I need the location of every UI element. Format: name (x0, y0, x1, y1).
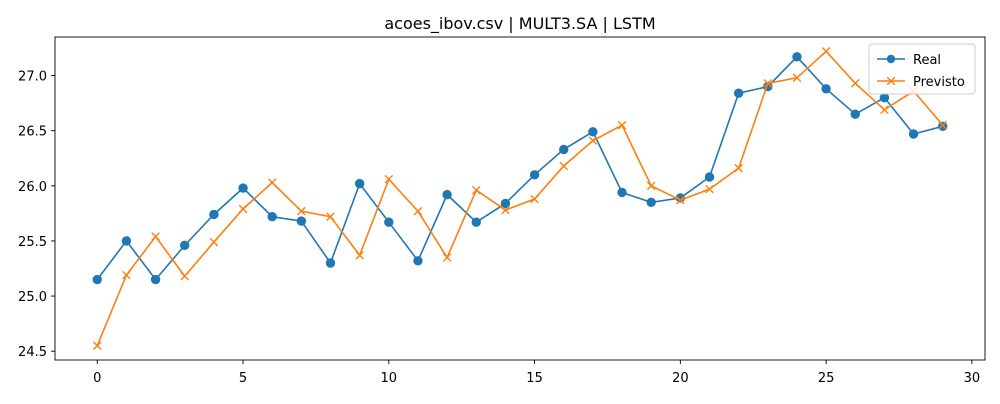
data-point (938, 120, 948, 130)
data-point (354, 178, 365, 189)
data-point (821, 47, 831, 56)
data-point (471, 185, 481, 195)
data-point (500, 198, 511, 209)
data-point (151, 232, 160, 241)
data-point (588, 136, 598, 145)
legend-marker (886, 54, 896, 64)
data-point (92, 341, 102, 350)
legend-entry-previsto: Previsto (877, 75, 965, 90)
data-point (267, 211, 277, 222)
data-point (676, 195, 685, 205)
legend-label: Previsto (913, 75, 965, 90)
data-point (442, 253, 452, 262)
data-point (908, 129, 919, 139)
x-tick-label: 5 (239, 371, 247, 386)
series-real (92, 52, 948, 285)
data-point (559, 144, 569, 155)
data-point (92, 274, 102, 285)
data-point (792, 73, 802, 83)
data-point (501, 205, 510, 215)
legend-marker (886, 76, 896, 86)
data-point (880, 105, 889, 115)
chart-title: acoes_ibov.csv | MULT3.SA | LSTM (384, 14, 655, 34)
x-tick-label: 10 (381, 371, 398, 386)
data-point (325, 258, 336, 268)
data-point (617, 120, 627, 130)
data-point (384, 174, 394, 184)
data-point (326, 212, 335, 221)
data-point (850, 109, 860, 119)
x-tick-label: 0 (93, 371, 101, 386)
legend-label: Real (913, 53, 941, 68)
data-point (238, 183, 248, 193)
data-point (733, 88, 744, 98)
data-point (792, 52, 802, 62)
data-point (296, 216, 307, 226)
data-point (821, 84, 831, 94)
data-point (442, 189, 452, 200)
data-point (413, 206, 423, 216)
y-tick-label: 27.0 (18, 70, 47, 85)
data-point (646, 181, 656, 191)
data-point (209, 237, 219, 247)
data-point (705, 184, 714, 194)
data-point (355, 250, 364, 260)
data-point (734, 163, 743, 173)
data-point (938, 121, 948, 131)
x-tick-label: 20 (672, 371, 689, 386)
y-tick-label: 26.0 (18, 180, 47, 195)
plot-frame (54, 36, 986, 361)
data-point (617, 187, 627, 198)
data-point (530, 194, 539, 204)
data-point (150, 274, 161, 285)
data-point (384, 217, 394, 227)
series-layer (92, 47, 948, 350)
series-line-real (96, 55, 943, 281)
data-point (850, 79, 860, 88)
data-point (297, 206, 306, 216)
data-point (121, 236, 132, 246)
y-tick-label: 25.5 (18, 235, 47, 250)
y-tick-label: 25.0 (18, 290, 47, 305)
x-tick-label: 30 (964, 371, 981, 386)
data-point (559, 161, 569, 171)
legend: Real Previsto (868, 43, 976, 95)
data-point (529, 170, 540, 180)
data-point (471, 217, 481, 227)
x-tick-label: 25 (818, 371, 835, 386)
data-point (879, 92, 890, 103)
data-point (413, 256, 423, 266)
data-point (267, 178, 277, 187)
y-tick-label: 26.5 (18, 125, 47, 140)
y-tick-label: 24.5 (18, 345, 47, 360)
x-tick-label: 15 (526, 371, 543, 386)
data-point (588, 127, 598, 137)
series-line-previsto (96, 50, 944, 346)
data-point (180, 240, 190, 251)
data-point (763, 79, 773, 88)
series-previsto (92, 47, 948, 350)
data-point (646, 197, 656, 208)
legend-entry-real: Real (877, 53, 941, 68)
data-point (122, 270, 131, 280)
data-point (704, 172, 715, 182)
data-point (209, 209, 219, 220)
data-point (238, 204, 248, 214)
data-point (180, 271, 190, 281)
axes: 0 5 10 15 20 25 30 24.5 25.0 25.5 26.0 26.5 27.0 (18, 36, 986, 386)
